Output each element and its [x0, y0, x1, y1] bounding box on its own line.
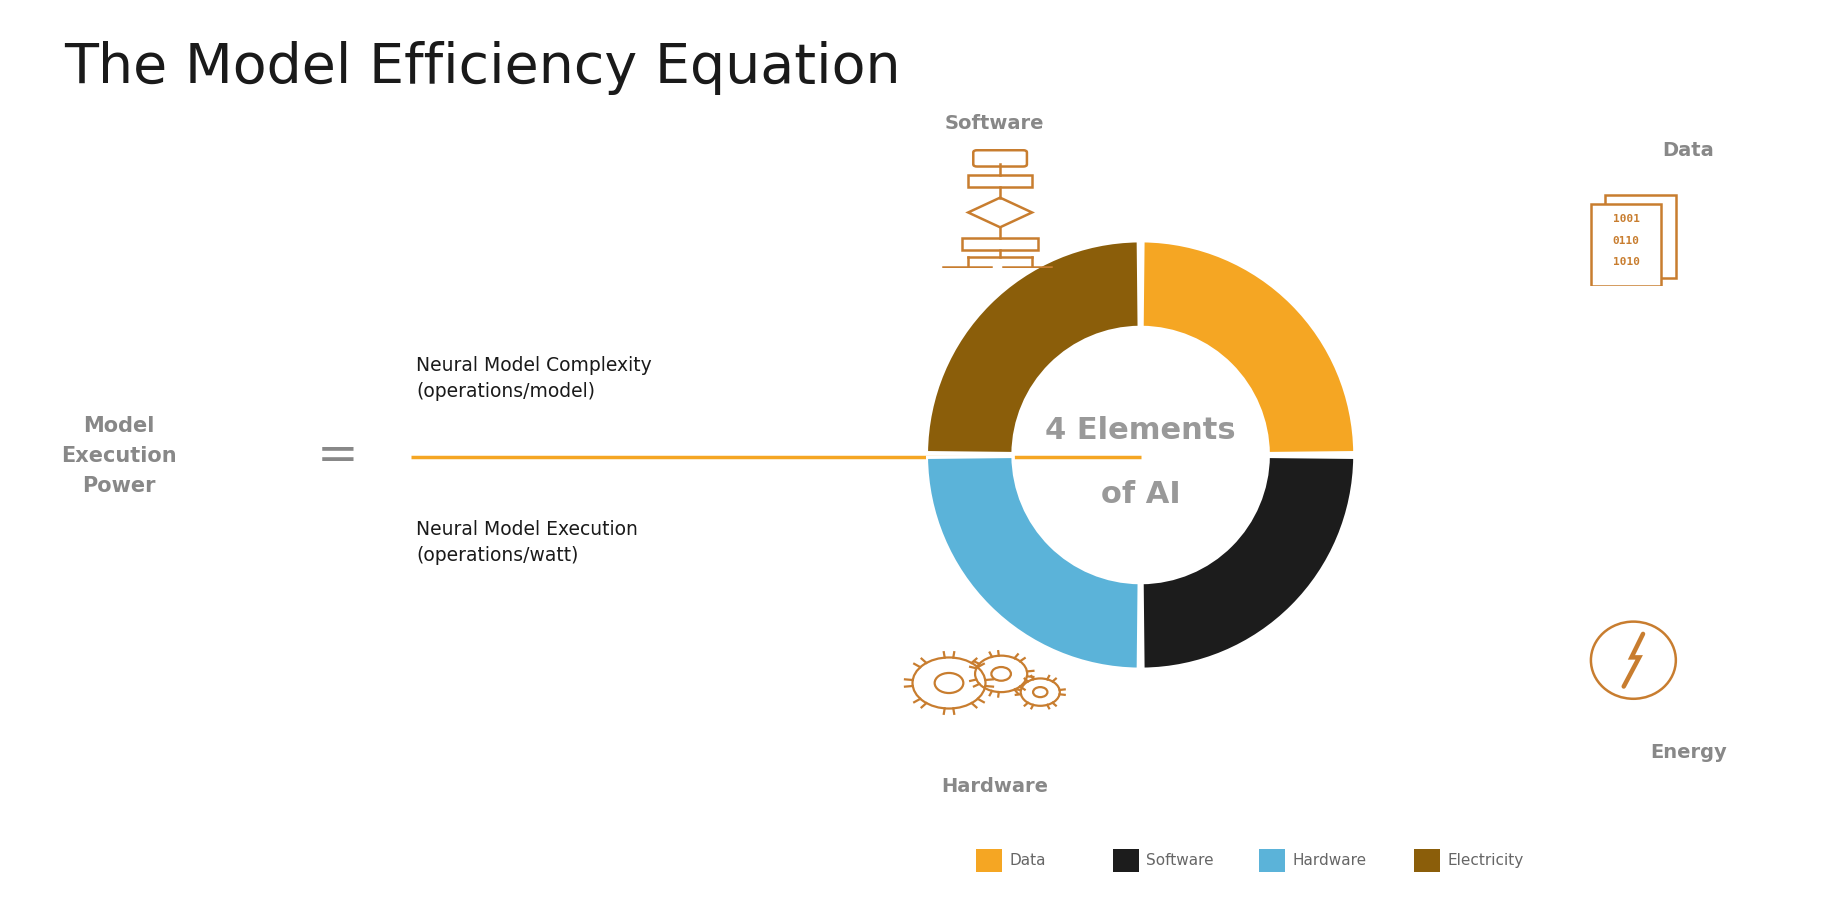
Text: Hardware: Hardware — [1292, 853, 1367, 867]
Text: 1001: 1001 — [1613, 214, 1641, 224]
Wedge shape — [927, 241, 1139, 455]
Wedge shape — [1142, 241, 1354, 455]
Text: Energy: Energy — [1650, 742, 1726, 761]
Text: Electricity: Electricity — [1447, 853, 1524, 867]
Text: =: = — [318, 432, 358, 479]
Text: The Model Efficiency Equation: The Model Efficiency Equation — [64, 41, 900, 95]
Text: Neural Model Execution
(operations/watt): Neural Model Execution (operations/watt) — [416, 519, 639, 565]
Text: 0110: 0110 — [1613, 235, 1641, 245]
Bar — [1113, 849, 1139, 872]
Text: 1010: 1010 — [1613, 257, 1641, 267]
Wedge shape — [1142, 456, 1354, 670]
Text: Hardware: Hardware — [942, 776, 1048, 794]
Text: Data: Data — [1009, 853, 1046, 867]
Bar — [1259, 849, 1285, 872]
Text: Software: Software — [945, 114, 1044, 132]
Text: Software: Software — [1146, 853, 1214, 867]
Text: Neural Model Complexity
(operations/model): Neural Model Complexity (operations/mode… — [416, 355, 652, 401]
Bar — [1414, 849, 1440, 872]
Text: Model
Execution
Power: Model Execution Power — [60, 416, 177, 495]
Text: 4 Elements: 4 Elements — [1046, 415, 1236, 445]
FancyBboxPatch shape — [1591, 205, 1661, 287]
Text: of AI: of AI — [1100, 479, 1181, 508]
Wedge shape — [927, 456, 1139, 670]
Bar — [976, 849, 1002, 872]
Text: Data: Data — [1663, 141, 1714, 159]
